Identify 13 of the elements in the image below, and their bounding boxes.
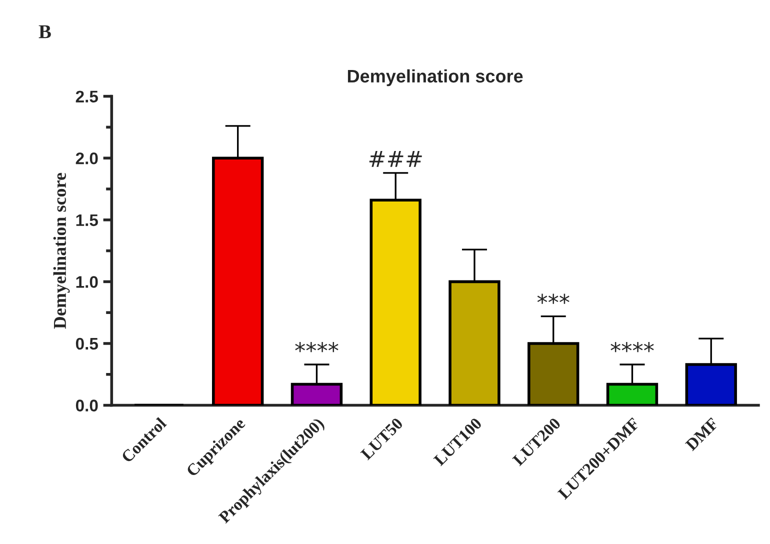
annotation: **** [610, 342, 654, 352]
y-axis-title: Demyelination score [53, 172, 70, 329]
chart-title: Demyelination score [348, 69, 523, 86]
y-tick-label: 1.0 [76, 276, 98, 288]
text: B [38, 25, 51, 38]
y-tick-label: 0.5 [76, 338, 98, 350]
y-tick-label: 2.0 [76, 152, 98, 164]
annotation: **** [295, 342, 338, 352]
y-tick-label: 0.0 [76, 400, 98, 412]
annotation: *** [537, 294, 570, 304]
y-tick-label: 2.5 [76, 90, 98, 102]
y-tick-label: 1.5 [76, 214, 98, 226]
annotation: ### [369, 150, 422, 167]
